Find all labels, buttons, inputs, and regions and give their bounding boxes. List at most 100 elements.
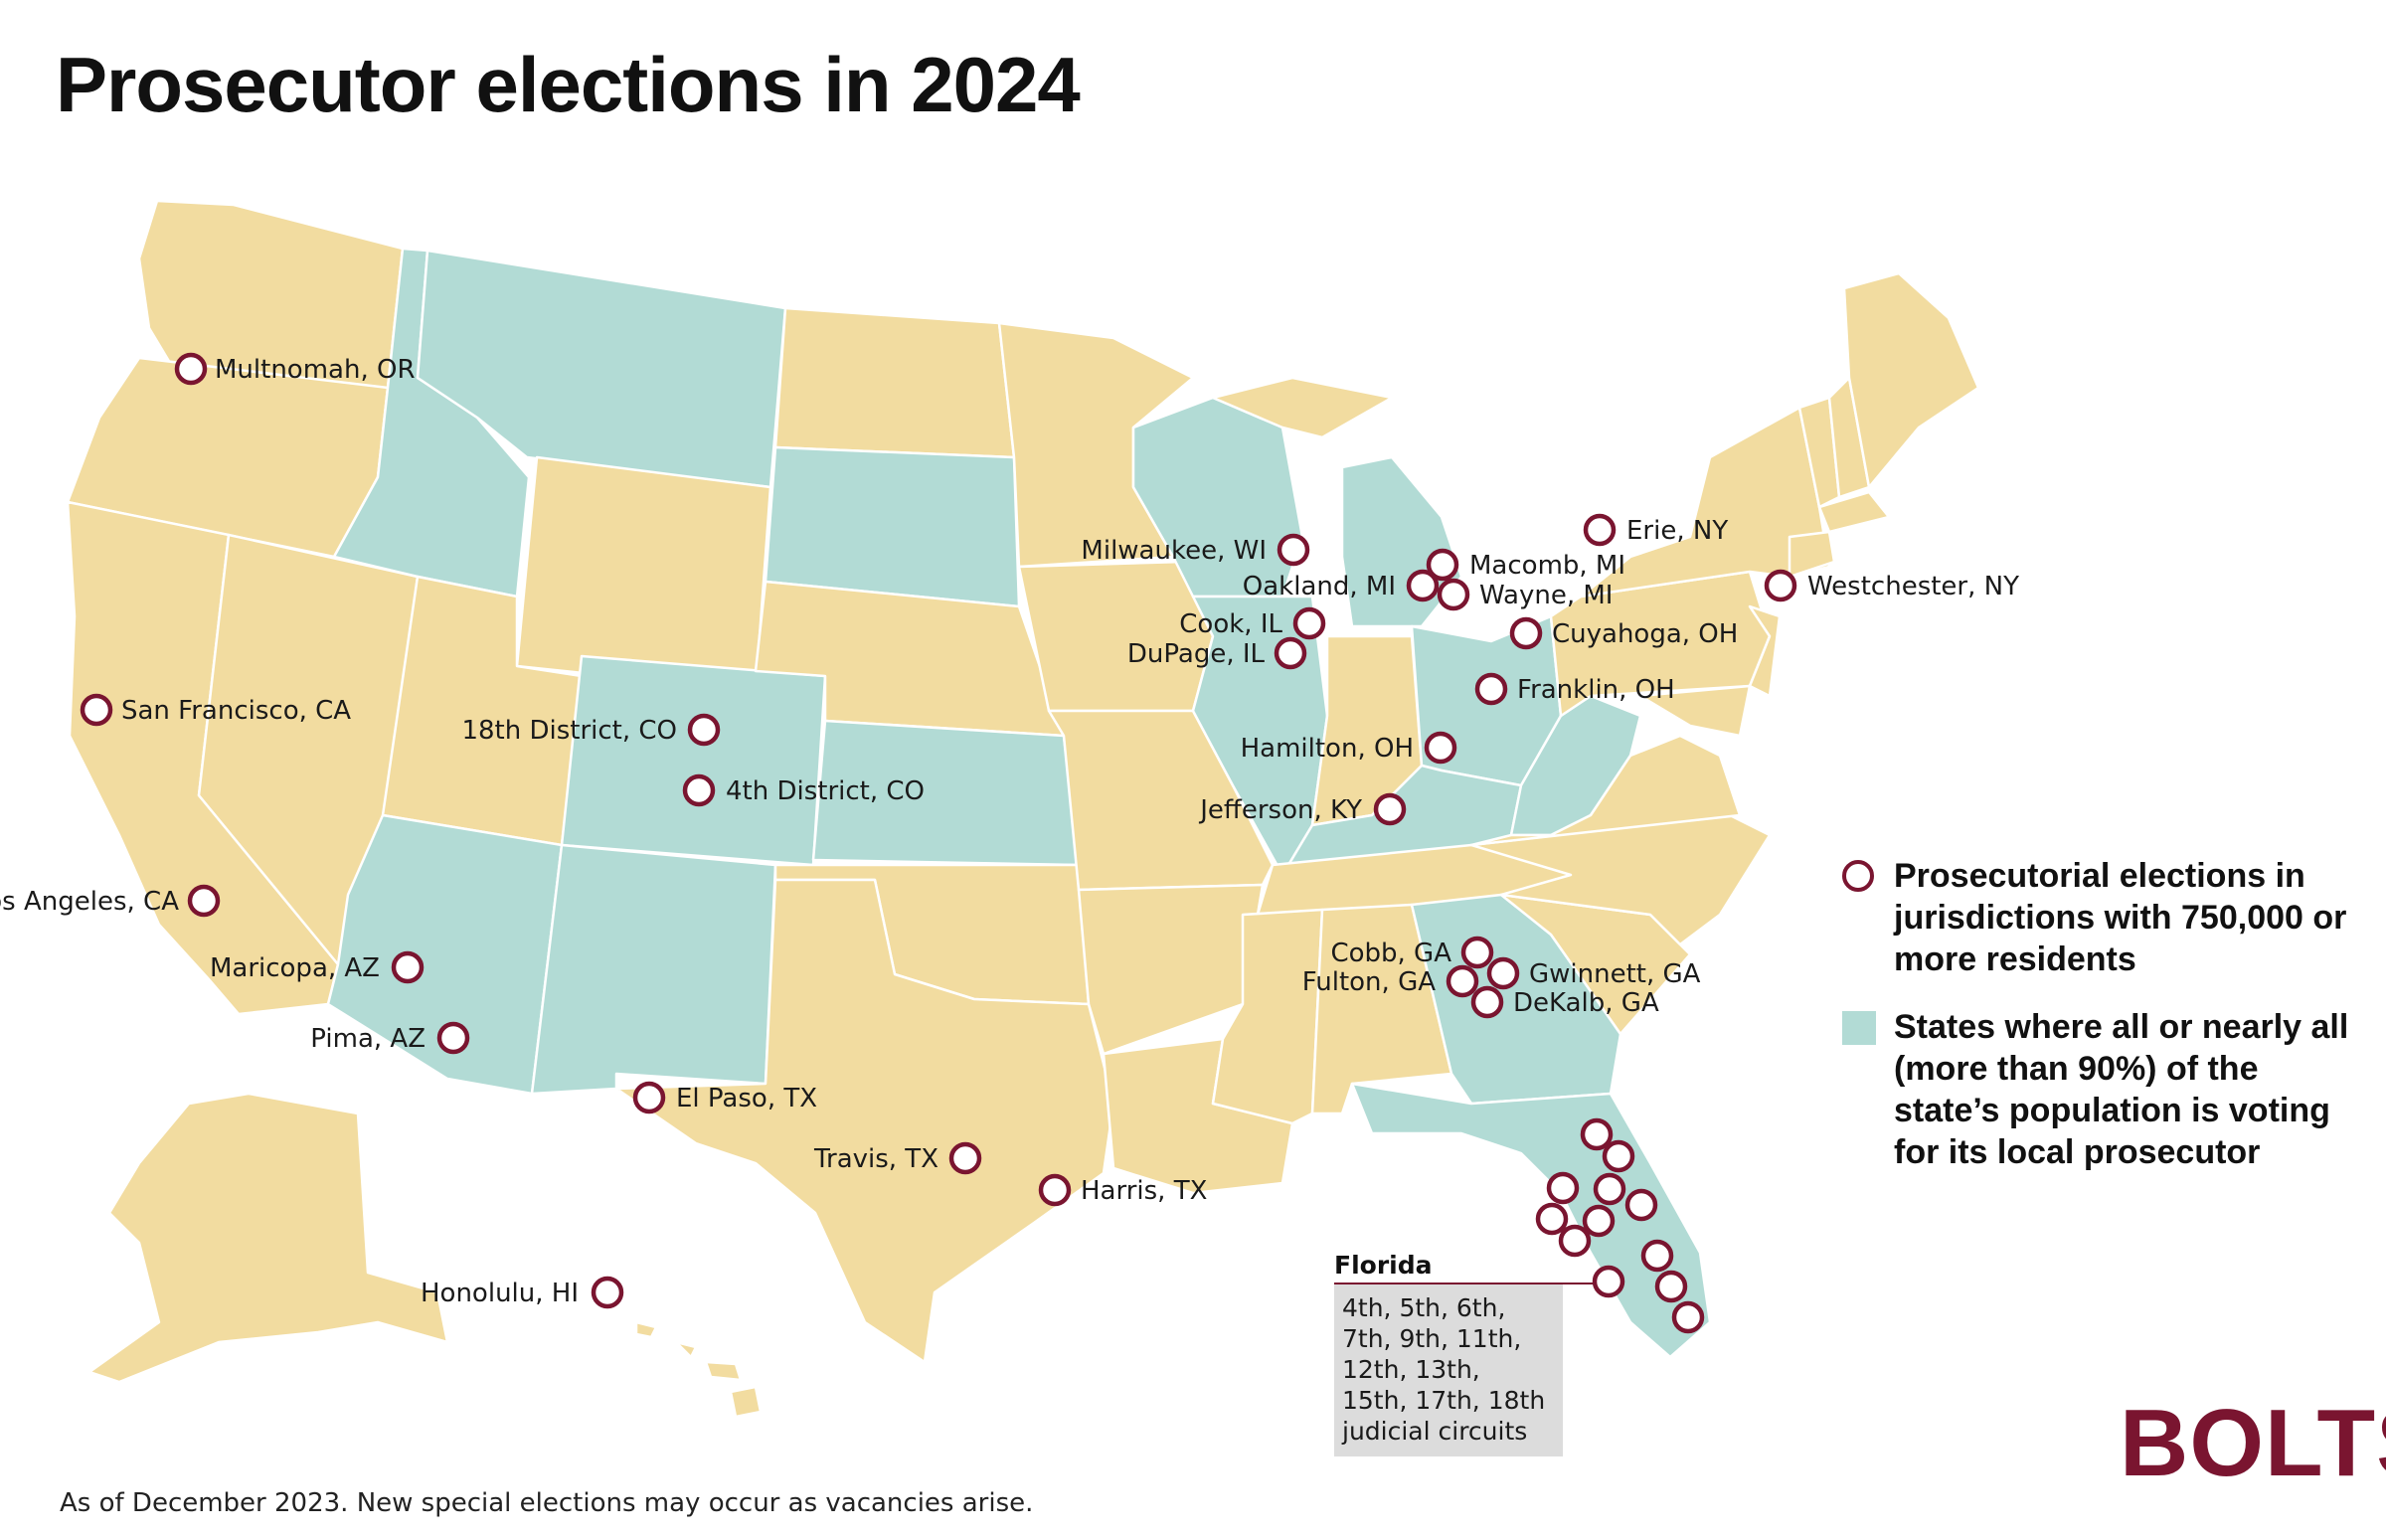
florida-marker[interactable] [1602, 1139, 1635, 1173]
state-new-jersey [1748, 604, 1782, 698]
marker-cuyahoga[interactable]: Cuyahoga, OH [1509, 616, 1738, 650]
marker-gwinnett[interactable]: Gwinnett, GA [1486, 956, 1701, 990]
state-colorado [560, 654, 827, 867]
florida-markers-layer [1535, 1117, 1705, 1334]
florida-callout-rule [1334, 1283, 1593, 1284]
florida-marker[interactable] [1654, 1270, 1688, 1303]
state-wyoming [515, 455, 772, 693]
state-alaska [87, 1092, 449, 1384]
marker-maricopa[interactable]: Maricopa, AZ [210, 950, 425, 984]
florida-callout-heading: Florida [1334, 1251, 1433, 1280]
marker-18th-district-co[interactable]: 18th District, CO [461, 713, 721, 747]
marker-erie[interactable]: Erie, NY [1583, 513, 1728, 547]
bolts-logo: BOLTS [2120, 1390, 2386, 1496]
marker-travis[interactable]: Travis, TX [813, 1141, 982, 1175]
florida-callout: Florida 4th, 5th, 6th, 7th, 9th, 11th, 1… [1334, 1251, 1593, 1456]
marker-label: Maricopa, AZ [210, 953, 380, 983]
marker-label: Westchester, NY [1807, 572, 2019, 601]
marker-label: DeKalb, GA [1513, 988, 1659, 1018]
state-texas [614, 878, 1115, 1364]
florida-marker[interactable] [1535, 1202, 1569, 1236]
legend-item-elections: Prosecutorial elections in jurisdictions… [1842, 855, 2359, 980]
florida-marker[interactable] [1592, 1265, 1625, 1298]
state-massachusetts [1817, 490, 1891, 534]
florida-marker[interactable] [1582, 1204, 1616, 1238]
marker-label: San Francisco, CA [121, 696, 351, 726]
marker-label: Travis, TX [813, 1144, 938, 1174]
marker-milwaukee[interactable]: Milwaukee, WI [1081, 533, 1310, 567]
marker-hamilton[interactable]: Hamilton, OH [1241, 731, 1457, 765]
florida-marker[interactable] [1580, 1117, 1614, 1151]
marker-dekalb[interactable]: DeKalb, GA [1470, 985, 1659, 1019]
florida-marker[interactable] [1546, 1171, 1580, 1205]
marker-label: Milwaukee, WI [1081, 536, 1267, 566]
marker-label: Erie, NY [1626, 516, 1728, 546]
legend-item-states: States where all or nearly all (more tha… [1842, 1006, 2359, 1173]
states-layer [66, 199, 1980, 1419]
state-virginia [1469, 734, 1742, 847]
florida-callout-text: 4th, 5th, 6th, 7th, 9th, 11th, 12th, 13t… [1334, 1284, 1563, 1456]
state-hawaii [634, 1320, 763, 1419]
marker-label: Multnomah, OR [215, 355, 416, 385]
marker-4th-district-co[interactable]: 4th District, CO [682, 773, 925, 807]
state-maine [1842, 271, 1980, 489]
marker-label: 18th District, CO [461, 716, 677, 746]
marker-label: Hamilton, OH [1241, 734, 1414, 764]
marker-label: Jefferson, KY [1198, 795, 1362, 825]
marker-honolulu[interactable]: Honolulu, HI [421, 1276, 624, 1309]
marker-fulton[interactable]: Fulton, GA [1302, 964, 1479, 998]
marker-harris[interactable]: Harris, TX [1038, 1173, 1207, 1207]
marker-los-angeles[interactable]: Los Angeles, CA [0, 884, 221, 918]
marker-label: Cobb, GA [1330, 939, 1451, 968]
marker-label: Fulton, GA [1302, 967, 1436, 997]
marker-label: Honolulu, HI [421, 1279, 579, 1308]
markers-layer: Multnomah, OR San Francisco, CA Los Ange… [0, 352, 2019, 1309]
florida-marker[interactable] [1640, 1239, 1674, 1273]
marker-dupage[interactable]: DuPage, IL [1127, 636, 1307, 670]
circle-marker-icon [1842, 860, 1874, 892]
marker-label: Pima, AZ [310, 1024, 426, 1054]
state-michigan-upper [1211, 376, 1394, 439]
legend-label: Prosecutorial elections in jurisdictions… [1894, 857, 2347, 978]
marker-label: Wayne, MI [1479, 581, 1613, 610]
marker-label: Cuyahoga, OH [1552, 619, 1738, 649]
marker-macomb[interactable]: Macomb, MI [1426, 548, 1625, 582]
state-new-mexico [530, 843, 777, 1096]
marker-franklin[interactable]: Franklin, OH [1474, 672, 1675, 706]
teal-swatch-icon [1842, 1011, 1876, 1045]
marker-label: Oakland, MI [1243, 572, 1396, 601]
marker-oakland[interactable]: Oakland, MI [1243, 569, 1440, 602]
marker-label: DuPage, IL [1127, 639, 1266, 669]
marker-label: Harris, TX [1081, 1176, 1207, 1206]
florida-marker[interactable] [1593, 1172, 1626, 1206]
marker-label: El Paso, TX [676, 1084, 817, 1113]
marker-pima[interactable]: Pima, AZ [310, 1021, 470, 1055]
florida-marker[interactable] [1624, 1188, 1658, 1222]
marker-label: Los Angeles, CA [0, 887, 179, 917]
marker-wayne[interactable]: Wayne, MI [1437, 578, 1613, 611]
marker-label: 4th District, CO [726, 776, 925, 806]
legend-label: States where all or nearly all (more tha… [1894, 1008, 2349, 1171]
footnote: As of December 2023. New special electio… [60, 1488, 1034, 1518]
marker-westchester[interactable]: Westchester, NY [1764, 569, 2019, 602]
state-north-dakota [773, 306, 1016, 459]
marker-label: Franklin, OH [1517, 675, 1675, 705]
marker-cobb[interactable]: Cobb, GA [1330, 936, 1494, 969]
marker-multnomah[interactable]: Multnomah, OR [174, 352, 416, 386]
marker-jefferson[interactable]: Jefferson, KY [1198, 792, 1407, 826]
florida-marker[interactable] [1671, 1300, 1705, 1334]
marker-cook[interactable]: Cook, IL [1179, 606, 1326, 640]
florida-marker[interactable] [1558, 1224, 1592, 1258]
marker-san-francisco[interactable]: San Francisco, CA [80, 693, 351, 727]
state-south-dakota [764, 445, 1021, 608]
page-title: Prosecutor elections in 2024 [56, 41, 1081, 128]
marker-label: Cook, IL [1179, 609, 1282, 639]
marker-label: Macomb, MI [1469, 551, 1625, 581]
marker-label: Gwinnett, GA [1529, 959, 1701, 989]
marker-el-paso[interactable]: El Paso, TX [632, 1081, 817, 1114]
state-north-carolina [1469, 813, 1772, 946]
state-connecticut [1788, 530, 1836, 579]
legend: Prosecutorial elections in jurisdictions… [1842, 855, 2359, 1199]
state-maryland [1638, 684, 1752, 738]
